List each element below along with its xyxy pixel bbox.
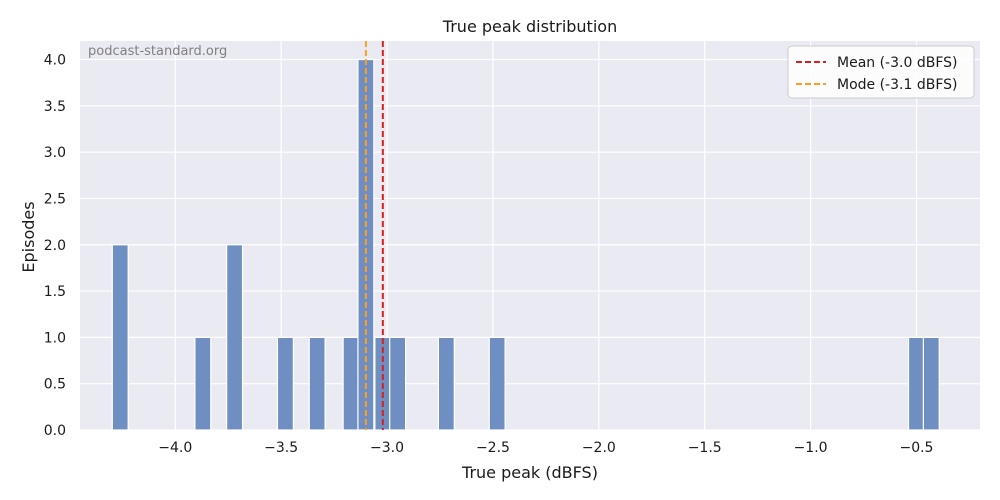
x-tick-label: −3.0 <box>370 440 404 456</box>
plot-area <box>80 41 980 430</box>
x-tick-label: −1.0 <box>794 440 828 456</box>
x-tick-label: −4.0 <box>158 440 192 456</box>
y-tick-label: 3.0 <box>44 145 66 161</box>
chart-title: True peak distribution <box>442 17 617 36</box>
histogram-bar <box>276 336 294 431</box>
legend-box <box>787 45 975 99</box>
histogram-bar <box>437 336 455 431</box>
histogram-bar <box>922 336 940 431</box>
histogram-bar <box>907 336 926 431</box>
histogram-bar <box>226 244 244 431</box>
legend: Mean (-3.0 dBFS) Mode (-3.1 dBFS) <box>787 45 975 99</box>
histogram-bar <box>194 336 212 431</box>
x-axis-label: True peak (dBFS) <box>461 463 598 482</box>
y-tick-label: 2.0 <box>44 238 66 254</box>
histogram-bar <box>342 336 360 431</box>
y-axis-label: Episodes <box>19 201 38 272</box>
reference-lines <box>364 41 384 430</box>
y-tick-label: 0.5 <box>44 377 66 393</box>
legend-label-mode: Mode (-3.1 dBFS) <box>837 77 957 93</box>
histogram-bar <box>389 336 407 431</box>
histogram-bar <box>308 336 326 431</box>
x-tick-label: −2.0 <box>582 440 616 456</box>
x-tick-labels: −4.0 −3.5 −3.0 −2.5 −2.0 −1.5 −1.0 −0.5 <box>158 440 933 456</box>
histogram-bar <box>488 336 506 431</box>
y-tick-label: 0.0 <box>44 423 66 439</box>
histogram-bar <box>111 244 129 431</box>
y-tick-label: 2.5 <box>44 191 66 207</box>
y-tick-labels: 0.0 0.5 1.0 1.5 2.0 2.5 3.0 3.5 4.0 <box>44 53 66 439</box>
y-tick-label: 4.0 <box>44 53 66 69</box>
y-tick-label: 1.0 <box>44 330 66 346</box>
y-tick-label: 3.5 <box>44 99 66 115</box>
legend-label-mean: Mean (-3.0 dBFS) <box>837 55 957 71</box>
x-tick-label: −1.5 <box>688 440 722 456</box>
y-tick-label: 1.5 <box>44 284 66 300</box>
watermark-text: podcast-standard.org <box>88 44 227 59</box>
x-tick-label: −3.5 <box>264 440 298 456</box>
x-tick-label: −2.5 <box>476 440 510 456</box>
x-tick-label: −0.5 <box>899 440 933 456</box>
